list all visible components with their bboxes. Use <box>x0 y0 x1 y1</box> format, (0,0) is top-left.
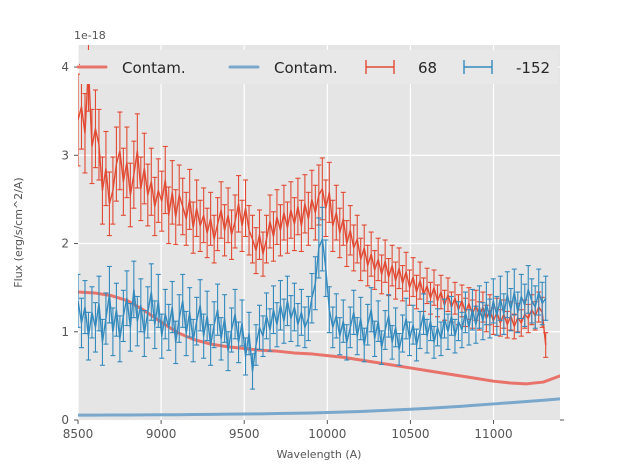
clipped-data <box>78 45 560 417</box>
y-axis-offset-label: 1e-18 <box>74 29 106 42</box>
series-contam-1 <box>78 397 560 417</box>
x-tick-label: 10000 <box>308 427 346 441</box>
x-tick-label: 9000 <box>146 427 177 441</box>
x-axis-label: Wavelength (A) <box>277 448 362 461</box>
x-tick-label: 10500 <box>391 427 429 441</box>
legend-label: -152 <box>516 59 550 77</box>
legend-entry-3[interactable]: -152 <box>463 59 550 77</box>
legend-entry-2[interactable]: 68 <box>365 59 437 77</box>
tick-labels: 8500 9000 9500 10000 10500 11000 0 1 2 3 4 <box>61 60 512 441</box>
chart-legend[interactable]: Contam. Contam. 68 -152 <box>76 50 558 84</box>
legend-label: Contam. <box>274 59 338 77</box>
y-tick-label: 3 <box>61 148 69 162</box>
y-axis-label: Flux (erg/s/cm^2/A) <box>12 177 25 287</box>
data-series-layer <box>78 45 560 417</box>
legend-label: 68 <box>418 59 437 77</box>
series-spectrum-3 <box>78 206 549 390</box>
y-tick-label: 1 <box>61 325 69 339</box>
y-tick-label: 4 <box>61 60 69 74</box>
legend-label: Contam. <box>122 59 186 77</box>
tick-marks <box>74 66 564 424</box>
y-tick-label: 2 <box>61 237 69 251</box>
legend-entry-1[interactable]: Contam. <box>228 59 338 77</box>
legend-entry-0[interactable]: Contam. <box>76 59 186 77</box>
contamination-curve <box>78 397 560 417</box>
x-tick-label: 8500 <box>63 427 94 441</box>
spectrum-line <box>78 238 547 373</box>
spectrum-line <box>78 66 547 346</box>
x-tick-label: 9500 <box>229 427 260 441</box>
y-tick-label: 0 <box>61 413 69 427</box>
axis-labels: Wavelength (A) Flux (erg/s/cm^2/A) 1e-18 <box>12 29 361 461</box>
x-tick-label: 11000 <box>474 427 512 441</box>
